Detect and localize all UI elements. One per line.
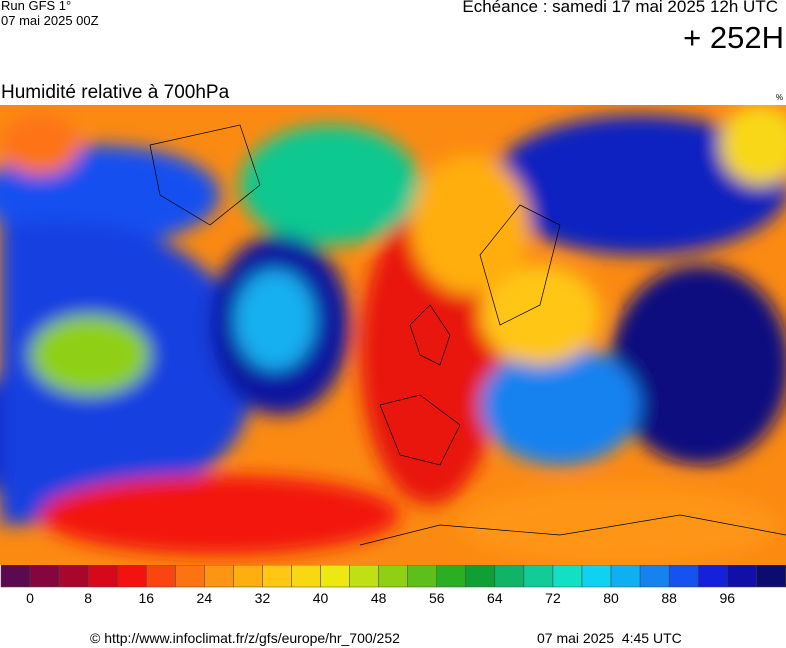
map-title: Humidité relative à 700hPa	[1, 82, 230, 103]
color-cell	[262, 565, 292, 588]
colorbar-label: 16	[138, 590, 154, 606]
run-label: Run GFS 1°	[1, 0, 72, 13]
colorbar-label: 32	[255, 590, 271, 606]
color-cell	[146, 565, 176, 588]
color-cell	[0, 565, 31, 588]
color-cell	[668, 565, 699, 588]
color-cell	[320, 565, 350, 588]
color-cell	[204, 565, 234, 588]
colorbar-label: 80	[603, 590, 619, 606]
color-cell	[58, 565, 89, 588]
color-cell	[494, 565, 525, 588]
run-date: 07 mai 2025 00Z	[1, 13, 99, 28]
colorbar-label: 88	[661, 590, 677, 606]
colorbar-label: 96	[719, 590, 735, 606]
colorbar-label: 64	[487, 590, 503, 606]
colorbar-label: 72	[545, 590, 561, 606]
color-cell	[436, 565, 467, 588]
color-cell	[407, 565, 438, 588]
colorbar-label: 24	[197, 590, 213, 606]
color-cell	[552, 565, 583, 588]
colorbar: 0 8 16 24 32 40 48 56 64 72 80 88 96	[0, 565, 786, 606]
colorbar-label: 40	[313, 590, 329, 606]
humidity-field	[0, 105, 786, 565]
color-cell	[29, 565, 60, 588]
color-cell	[378, 565, 408, 588]
color-cell	[639, 565, 670, 588]
coastlines	[149, 124, 786, 546]
colorbar-label: 56	[429, 590, 445, 606]
color-cell	[175, 565, 205, 588]
colorbar-label: 48	[371, 590, 387, 606]
colorbar-label: 8	[84, 590, 92, 606]
color-cell	[581, 565, 612, 588]
generated-time: 07 mai 2025 4:45 UTC	[537, 630, 682, 646]
color-cell	[610, 565, 641, 588]
unit: %	[775, 93, 783, 102]
color-cell	[291, 565, 321, 588]
color-cell	[697, 565, 728, 588]
colorbar-label: 0	[26, 590, 34, 606]
color-cell	[727, 565, 757, 588]
color-cell	[523, 565, 554, 588]
color-cell	[465, 565, 496, 588]
color-cell	[756, 565, 786, 588]
color-cell	[349, 565, 379, 588]
source-url: © http://www.infoclimat.fr/z/gfs/europe/…	[90, 630, 400, 646]
valid-time: Echéance : samedi 17 mai 2025 12h UTC	[462, 0, 778, 16]
lead-time: + 252H	[683, 20, 784, 55]
color-cell	[87, 565, 118, 588]
map	[0, 105, 786, 565]
color-cell	[116, 565, 147, 588]
color-cell	[233, 565, 263, 588]
